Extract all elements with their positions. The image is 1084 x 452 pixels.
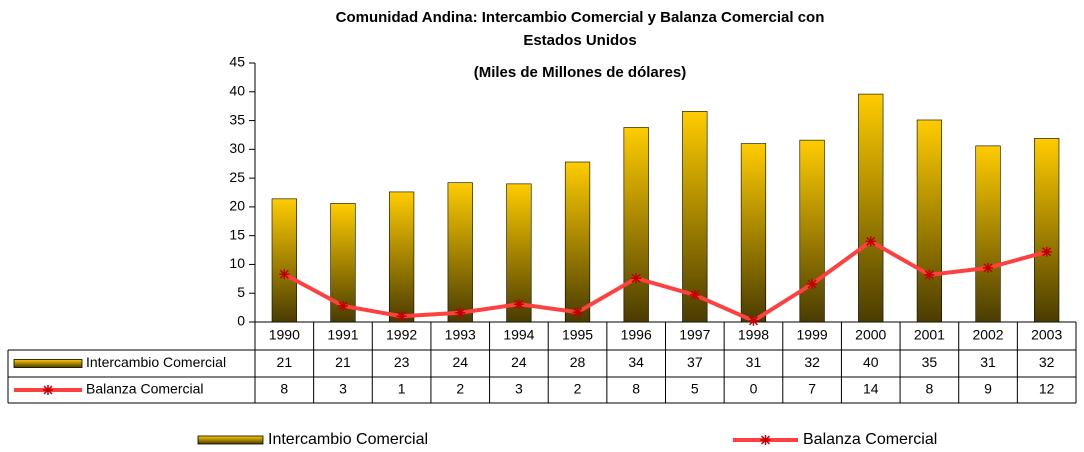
chart-title: Estados Unidos (523, 32, 636, 49)
chart-subtitle: (Miles de Millones de dólares) (474, 64, 687, 81)
table-value: 2 (574, 381, 582, 397)
table-value: 1 (398, 381, 406, 397)
table-value: 31 (980, 354, 996, 370)
line-marker (572, 307, 583, 318)
table-value: 3 (515, 381, 523, 397)
table-value: 7 (808, 381, 816, 397)
table-value: 12 (1039, 381, 1055, 397)
table-value: 28 (570, 354, 586, 370)
y-tick-label: 35 (229, 111, 245, 127)
bar (916, 119, 943, 323)
legend-label: Balanza Comercial (803, 431, 937, 448)
bar (271, 198, 297, 323)
table-value: 21 (277, 354, 293, 370)
y-tick-label: 5 (237, 284, 245, 300)
line-marker (760, 435, 771, 445)
bar (447, 182, 473, 323)
table-value: 37 (687, 354, 703, 370)
x-tick-label: 1995 (562, 327, 593, 343)
x-tick-label: 1997 (679, 327, 710, 343)
x-tick-label: 1992 (386, 327, 417, 343)
bar (858, 93, 884, 323)
line (283, 239, 1048, 324)
bar (564, 161, 591, 323)
table-series-name: Intercambio Comercial (86, 354, 226, 370)
y-tick-label: 45 (229, 54, 245, 70)
y-tick-label: 20 (229, 198, 245, 214)
table-value: 3 (339, 381, 347, 397)
bar (623, 127, 649, 323)
table-value: 23 (394, 354, 410, 370)
bar (975, 145, 1001, 323)
y-tick-label: 10 (229, 255, 245, 271)
table-value: 2 (456, 381, 464, 397)
bar (506, 183, 532, 323)
line-marker (513, 299, 524, 310)
table-value: 31 (746, 354, 762, 370)
bar (1034, 138, 1060, 323)
y-tick-label: 25 (229, 169, 245, 185)
table-value: 24 (452, 354, 468, 370)
x-tick-label: 1996 (621, 327, 652, 343)
x-tick-label: 1999 (797, 327, 828, 343)
legend-label: Intercambio Comercial (268, 431, 428, 448)
bar (682, 111, 708, 323)
legend-key (197, 435, 264, 445)
line-marker (279, 269, 290, 280)
table-value: 8 (632, 381, 640, 397)
table-value: 8 (280, 381, 288, 397)
table-value: 32 (1039, 354, 1055, 370)
line-marker (807, 279, 818, 290)
table-value: 35 (922, 354, 938, 370)
table-value: 34 (628, 354, 644, 370)
line-marker (983, 262, 994, 273)
table-value: 32 (804, 354, 820, 370)
line-marker (1041, 246, 1052, 257)
x-tick-label: 1990 (269, 327, 300, 343)
table-value: 14 (863, 381, 879, 397)
table-value: 0 (750, 381, 758, 397)
table-value: 9 (984, 381, 992, 397)
table-value: 24 (511, 354, 527, 370)
chart-title: Comunidad Andina: Intercambio Comercial … (336, 9, 825, 26)
line-marker (865, 236, 876, 247)
bar (799, 139, 825, 323)
x-tick-label: 2001 (914, 327, 945, 343)
table-value: 21 (335, 354, 351, 370)
line-marker (43, 385, 53, 395)
line-marker (396, 311, 407, 322)
bar (740, 143, 767, 323)
line-marker (337, 300, 348, 311)
x-tick-label: 1994 (503, 327, 534, 343)
bar (388, 191, 415, 323)
x-tick-label: 2002 (972, 327, 1003, 343)
x-tick-label: 1993 (445, 327, 476, 343)
y-tick-label: 30 (229, 140, 245, 156)
table-value: 8 (925, 381, 933, 397)
y-tick-label: 0 (237, 313, 245, 329)
legend-key (13, 359, 83, 368)
x-tick-label: 2000 (855, 327, 886, 343)
x-tick-label: 1991 (327, 327, 358, 343)
x-tick-label: 1998 (738, 327, 769, 343)
line-marker (631, 273, 642, 284)
line-marker (748, 315, 759, 326)
x-tick-label: 2003 (1031, 327, 1062, 343)
table-series-name: Balanza Comercial (86, 381, 204, 397)
table-value: 5 (691, 381, 699, 397)
table-value: 40 (863, 354, 879, 370)
line-marker (455, 307, 466, 318)
line-marker (689, 289, 700, 300)
y-tick-label: 40 (229, 82, 245, 98)
y-tick-label: 15 (229, 226, 245, 242)
line-marker (924, 269, 935, 280)
